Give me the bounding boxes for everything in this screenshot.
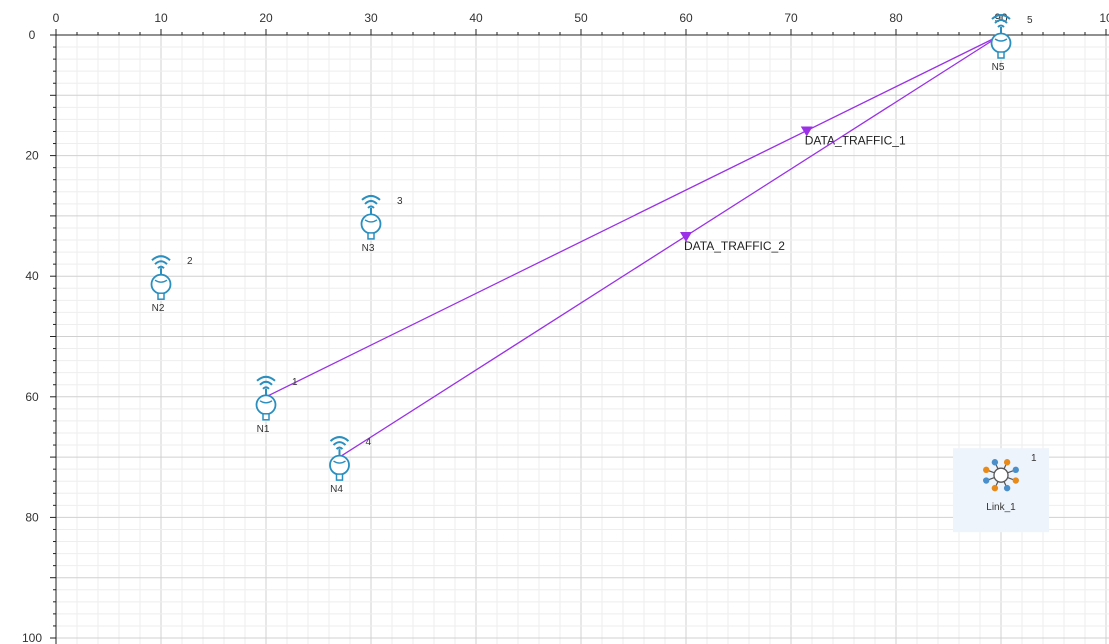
node-name-label: N5: [992, 62, 1005, 73]
sensor-body-detail: [154, 279, 168, 283]
traffic-flows: DATA_TRAFFIC_1 DATA_TRAFFIC_2: [265, 34, 1002, 458]
wireless-sensor-icon: [329, 436, 350, 481]
switch-port: [983, 477, 990, 484]
switch-id-label: 1: [1031, 453, 1037, 464]
axes: [55, 34, 1109, 644]
y-tick-label: 40: [25, 269, 39, 283]
sensor-base: [335, 473, 344, 481]
sensor-body-detail: [333, 460, 346, 464]
sensor-base: [367, 232, 375, 240]
sensor-body-detail: [994, 38, 1008, 42]
x-tick-label: 30: [364, 11, 378, 25]
wifi-arc-outer: [151, 255, 171, 261]
sensor-body: [255, 394, 277, 416]
switch-port: [983, 466, 990, 474]
y-tick-label: 100: [22, 631, 42, 644]
sensor-body: [360, 213, 382, 235]
wifi-arc-inner: [367, 205, 375, 209]
x-tick-label: 10: [1099, 11, 1109, 25]
wireless-sensor-icon: [990, 14, 1012, 59]
wifi-arc-outer: [991, 14, 1011, 20]
wifi-arc-middle: [994, 19, 1008, 24]
sensor-base: [997, 51, 1005, 59]
traffic-flow-label: DATA_TRAFFIC_1: [805, 133, 906, 147]
switch-hub-icon: [983, 459, 1019, 492]
switch-selection-box: [953, 448, 1049, 533]
wifi-arc-middle: [364, 199, 378, 205]
wireless-node[interactable]: 5 N5: [990, 14, 1034, 73]
wifi-arc-middle: [332, 441, 347, 446]
grid: [55, 34, 1109, 644]
sensor-body: [329, 454, 350, 476]
wifi-arc-outer: [329, 436, 350, 442]
node-name-label: N3: [362, 243, 375, 254]
y-tick-label: 20: [25, 149, 39, 163]
node-id-label: 3: [397, 196, 403, 207]
wifi-arc-outer: [256, 375, 276, 382]
switch-hub-center: [993, 467, 1009, 483]
wifi-arc-middle: [259, 380, 273, 386]
sensor-base: [157, 292, 165, 300]
switch-name-label: Link_1: [986, 502, 1016, 513]
wireless-node[interactable]: 2 N2: [150, 255, 194, 314]
traffic-flow-label: DATA_TRAFFIC_2: [684, 239, 785, 253]
wireless-sensor-icon: [255, 375, 277, 421]
wifi-arc-inner: [997, 24, 1005, 28]
wifi-arc-inner: [262, 386, 270, 390]
sensor-base: [262, 413, 270, 421]
wireless-sensor-icon: [360, 194, 382, 240]
wireless-sensor-icon: [150, 255, 172, 300]
node-name-label: N2: [152, 303, 165, 314]
switch-port: [1003, 459, 1011, 466]
y-tick-label: 0: [29, 28, 36, 42]
wifi-arc-inner: [157, 265, 165, 269]
x-tick-label: 80: [889, 11, 903, 25]
node-id-label: 4: [366, 437, 372, 448]
sensor-body-detail: [364, 219, 378, 223]
traffic-flow-arrow: [680, 232, 692, 243]
y-tick-label: 80: [25, 510, 39, 524]
node-id-label: 5: [1027, 15, 1033, 26]
sensor-body-detail: [259, 400, 273, 404]
y-tick-label: 60: [25, 390, 39, 404]
wifi-arc-outer: [361, 194, 381, 201]
x-tick-label: 0: [53, 11, 60, 25]
switch-port: [991, 484, 999, 492]
wireless-node[interactable]: 1 N1: [255, 375, 299, 435]
traffic-flow-line: [265, 34, 1002, 398]
node-name-label: N1: [257, 424, 270, 435]
wifi-arc-inner: [335, 446, 344, 450]
switch-port: [1003, 484, 1011, 492]
node-id-label: 2: [187, 256, 193, 267]
sensor-body: [990, 32, 1012, 54]
switch-port: [991, 459, 999, 466]
switch-port: [1012, 466, 1019, 474]
x-tick-label: 10: [154, 11, 168, 25]
switch-port: [1012, 477, 1019, 484]
switch-device[interactable]: 1 Link_1: [953, 448, 1049, 533]
wireless-node[interactable]: 4 N4: [329, 436, 372, 495]
x-tick-label: 50: [574, 11, 588, 25]
nodes: 1 N1 2 N2 3 N3 4 N4 5 N5: [150, 14, 1034, 495]
sensor-body: [150, 273, 172, 295]
node-name-label: N4: [330, 484, 343, 495]
wireless-node[interactable]: 3 N3: [360, 194, 404, 254]
traffic-flow-arrow: [800, 126, 813, 137]
axis-ticks: 010203040506070809010020406080100: [22, 11, 1109, 644]
x-tick-label: 70: [784, 11, 798, 25]
wifi-arc-middle: [154, 260, 168, 265]
x-tick-label: 20: [259, 11, 273, 25]
x-tick-label: 60: [679, 11, 693, 25]
x-tick-label: 40: [469, 11, 483, 25]
node-id-label: 1: [292, 377, 298, 388]
traffic-flow-line: [339, 34, 1002, 458]
